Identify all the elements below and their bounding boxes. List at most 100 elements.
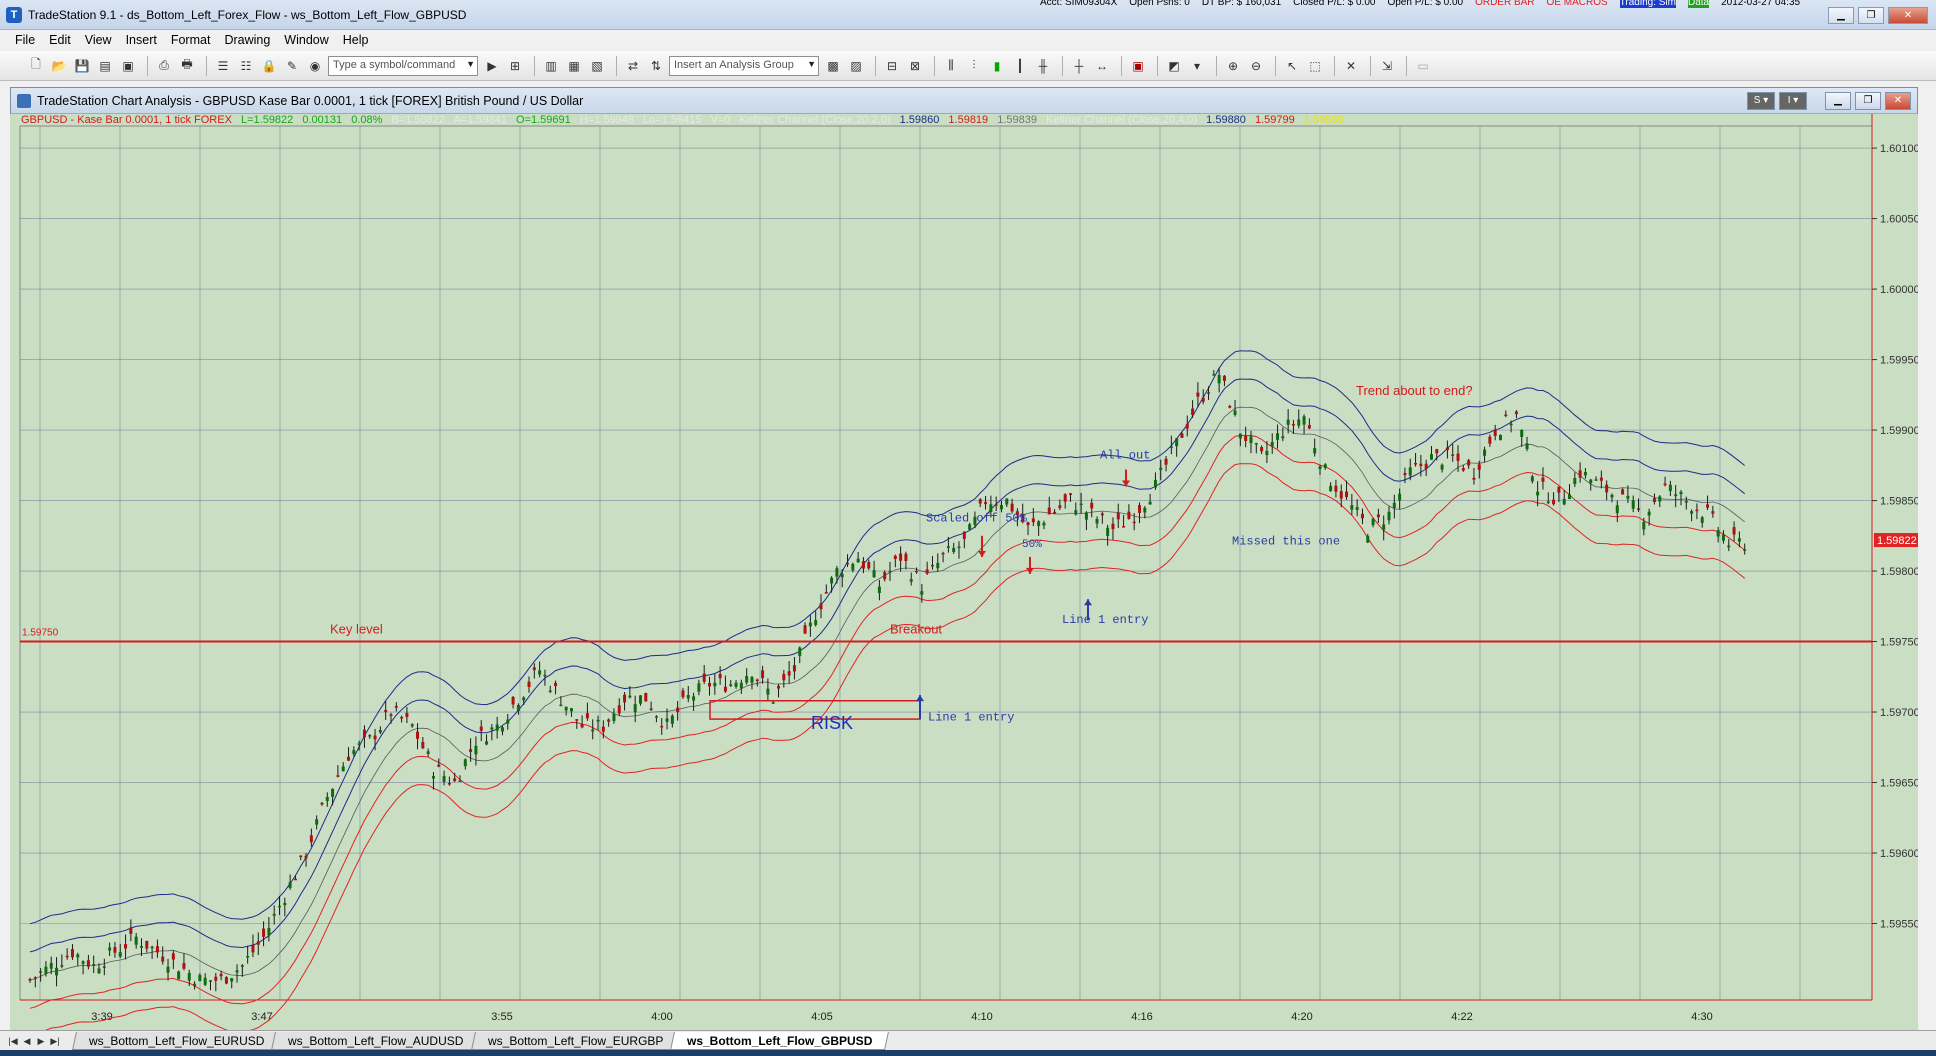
analysis-group-select[interactable]: Insert an Analysis Group ▼ [669, 55, 819, 76]
layout-icon-1[interactable]: ▥ [545, 58, 557, 73]
chevron-down-icon[interactable]: ▼ [466, 58, 475, 69]
style-menu-button[interactable]: S ▾ [1747, 92, 1775, 110]
line-chart-icon[interactable]: ╫ [1038, 58, 1048, 73]
chart-restore-button[interactable]: ❐ [1855, 92, 1881, 110]
open-workspace-icon[interactable]: ▣ [122, 58, 134, 73]
menu-file[interactable]: File [15, 33, 36, 47]
menu-edit[interactable]: Edit [49, 33, 71, 47]
export-icon[interactable]: ⇲ [1381, 58, 1393, 73]
analysis-icon-1[interactable]: ▩ [827, 58, 839, 73]
menu-bar: File Edit View Insert Format Drawing Window Hel… [0, 30, 1936, 50]
candle-body [1159, 467, 1163, 471]
chart-minimize-button[interactable]: ▁ [1825, 92, 1851, 110]
symbol-command-input[interactable]: Type a symbol/command ▼ [328, 55, 478, 76]
toolbar-separator [875, 55, 876, 76]
candle-body [33, 977, 37, 979]
y-tick-label: 1.59650 [1880, 778, 1918, 790]
candle-body [654, 716, 658, 718]
tab-audusd[interactable]: ws_Bottom_Left_Flow_AUDUSD [271, 1031, 481, 1050]
all-out-annotation: All out [1100, 448, 1150, 462]
menu-view[interactable]: View [84, 33, 112, 47]
tradestation-app-icon[interactable]: T [6, 7, 22, 23]
candle-body [994, 504, 998, 506]
save-icon[interactable]: 💾 [74, 58, 90, 73]
link-icon[interactable]: ☰ [217, 58, 229, 73]
zoom-bars-icon[interactable]: ┼ [1074, 58, 1084, 73]
candle-body [55, 967, 59, 976]
menu-insert[interactable]: Insert [125, 33, 157, 47]
keltner-lower-inner [29, 434, 1746, 1009]
layout-icon-3[interactable]: ▧ [591, 58, 603, 73]
bar-chart-icon[interactable]: ▮ [993, 58, 1001, 73]
close-button[interactable]: ✕ [1888, 7, 1928, 24]
candle-body [840, 573, 844, 578]
chart-type-icon-1[interactable]: ⫼ [948, 58, 954, 72]
spacing-icon[interactable]: ↔ [1096, 58, 1108, 73]
format-icon-1[interactable]: ⊟ [886, 58, 898, 73]
maximize-button[interactable]: ❐ [1858, 7, 1884, 24]
globe-icon[interactable]: ◉ [309, 58, 321, 73]
menu-help[interactable]: Help [342, 33, 369, 47]
candle-body [1461, 468, 1465, 471]
symbol-lookup-icon[interactable]: ⊞ [509, 58, 521, 73]
play-arrow-icon[interactable]: ▶ [487, 58, 497, 73]
chart-type-icon-2[interactable]: ⫶ [972, 58, 976, 72]
unlink-icon[interactable]: ☷ [240, 58, 252, 73]
menu-drawing[interactable]: Drawing [224, 33, 271, 47]
lock-icon[interactable]: 🔒 [261, 58, 277, 73]
first-tab-arrow-icon[interactable]: |◀ [8, 1035, 18, 1046]
zoom-in-icon[interactable]: ⊕ [1227, 58, 1239, 73]
indicator-icon[interactable]: ⇅ [650, 58, 662, 73]
next-tab-arrow-icon[interactable]: ▶ [37, 1035, 45, 1046]
y-tick-label: 1.59950 [1880, 355, 1918, 367]
tools-crossed-icon[interactable]: ✕ [1345, 58, 1357, 73]
menu-window[interactable]: Window [284, 33, 329, 47]
candle-body [984, 502, 988, 505]
strategy-icon[interactable]: ⇄ [627, 58, 639, 73]
prev-tab-arrow-icon[interactable]: ◀ [23, 1035, 31, 1046]
tab-eurgbp[interactable]: ws_Bottom_Left_Flow_EURGBP [470, 1031, 681, 1050]
zoom-out-icon[interactable]: ⊖ [1250, 58, 1262, 73]
candle-body [1302, 416, 1306, 425]
y-tick-label: 1.59900 [1880, 425, 1918, 437]
pointer-icon[interactable]: ↖ [1286, 58, 1298, 73]
disabled-tool-icon: ▭ [1417, 58, 1429, 73]
candle-body [1260, 447, 1264, 452]
price-chart[interactable]: 1.60100 1.60050 1.60000 1.59950 1.59900 1.598… [10, 114, 1918, 1032]
indicator-menu-button[interactable]: I ▾ [1779, 92, 1807, 110]
new-workspace-icon[interactable]: ▤ [99, 58, 111, 73]
candle-body [108, 947, 112, 951]
display-icon[interactable]: ◩ [1168, 58, 1180, 73]
format-icon-2[interactable]: ⊠ [909, 58, 921, 73]
minimize-button[interactable]: ▁ [1828, 7, 1854, 24]
tools-icon[interactable]: ✎ [286, 58, 298, 73]
open-icon[interactable]: 📂 [51, 58, 67, 73]
color-scheme-icon[interactable]: ▣ [1132, 58, 1144, 73]
candle-body [49, 962, 53, 969]
candlestick-icon[interactable]: ┃ [1016, 58, 1024, 73]
menu-format[interactable]: Format [170, 33, 211, 47]
candle-body [681, 690, 685, 698]
last-tab-arrow-icon[interactable]: ▶| [50, 1035, 60, 1046]
tab-gbpusd[interactable]: ws_Bottom_Left_Flow_GBPUSD [670, 1031, 890, 1050]
candle-body [1074, 510, 1078, 515]
fifty-percent-annotation: 50% [1022, 539, 1042, 551]
candle-body [262, 928, 266, 937]
status-item: DT BP: $ 160,031 [1201, 0, 1282, 8]
chevron-down-icon[interactable]: ▼ [807, 58, 816, 69]
tab-eurusd[interactable]: ws_Bottom_Left_Flow_EURUSD [72, 1031, 282, 1050]
print-preview-icon[interactable]: ⎙ [159, 58, 169, 72]
drawing-select-icon[interactable]: ⬚ [1309, 58, 1321, 73]
chevron-down-icon[interactable]: ▾ [1193, 58, 1201, 73]
print-icon[interactable]: 🖶 [181, 57, 193, 71]
candle-body [1031, 518, 1035, 523]
chart-close-button[interactable]: ✕ [1885, 92, 1911, 110]
candle-body [1047, 507, 1051, 515]
candle-body [1520, 429, 1524, 437]
candle-body [554, 682, 558, 687]
analysis-icon-2[interactable]: ▨ [850, 58, 862, 73]
layout-icon-2[interactable]: ▦ [568, 58, 580, 73]
candle-body [1095, 518, 1099, 524]
new-icon[interactable]: 🗋 [31, 57, 41, 71]
candle-body [1068, 493, 1072, 495]
